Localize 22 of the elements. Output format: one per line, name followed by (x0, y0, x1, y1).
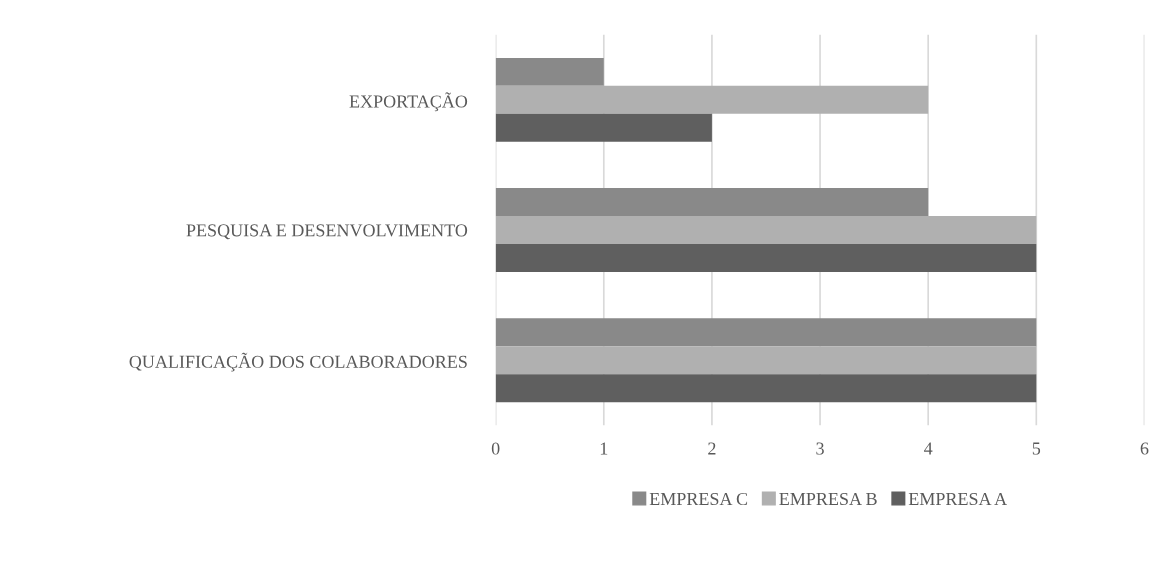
x-tick-label: 1 (600, 442, 608, 455)
x-tick-label: 5 (1032, 442, 1041, 455)
legend-label: EMPRESA C (649, 492, 748, 506)
y-tick-label: PESQUISA E DESENVOLVIMENTO (186, 224, 468, 240)
x-tick-label: 3 (816, 442, 824, 455)
bar (495, 244, 1037, 272)
y-tick-label: QUALIFICAÇÃO DOS COLABORADORES (129, 352, 467, 372)
bar (495, 318, 1037, 347)
x-tick-label: 4 (924, 442, 933, 455)
bar (495, 216, 1037, 244)
bar (495, 57, 604, 86)
bar (495, 85, 929, 114)
x-tick-label: 0 (491, 442, 500, 455)
bar (495, 374, 1037, 403)
legend-label: EMPRESA B (779, 492, 877, 506)
bar (495, 113, 712, 142)
bar (495, 346, 1037, 375)
x-tick-label: 2 (708, 442, 716, 455)
bar (495, 188, 929, 217)
y-tick-label: EXPORTAÇÃO (349, 92, 468, 112)
x-tick-label: 6 (1140, 442, 1149, 455)
legend-label: EMPRESA A (908, 492, 1007, 506)
